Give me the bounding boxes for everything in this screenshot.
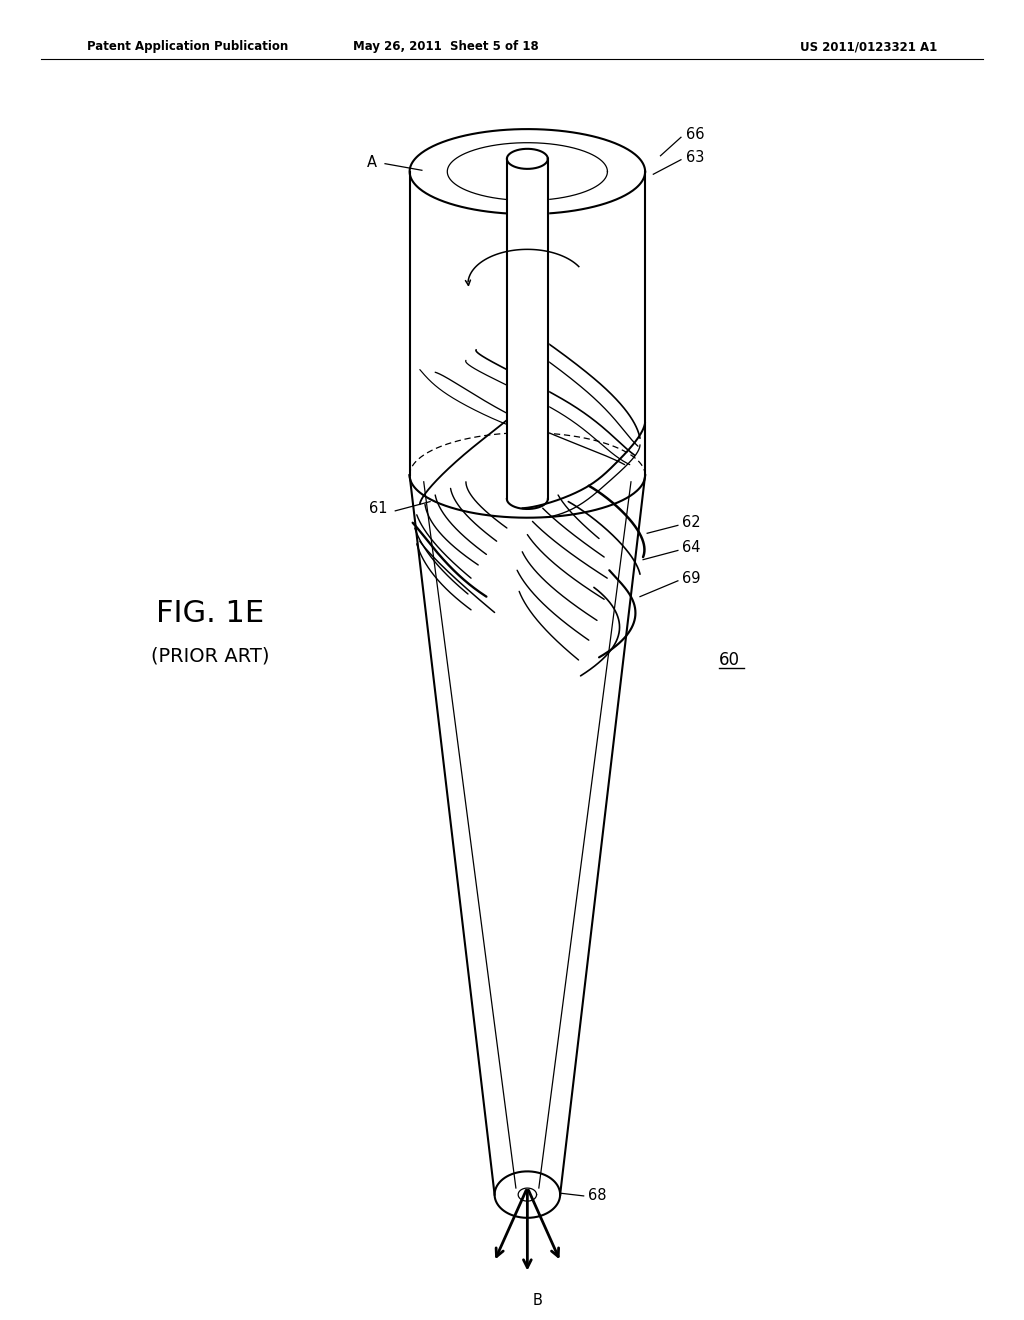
- Text: 60: 60: [719, 651, 740, 669]
- Text: 62: 62: [682, 515, 700, 531]
- Text: 69: 69: [682, 570, 700, 586]
- Text: Patent Application Publication: Patent Application Publication: [87, 41, 289, 53]
- Text: B: B: [532, 1292, 543, 1308]
- Text: A: A: [367, 154, 377, 170]
- Text: FIG. 1E: FIG. 1E: [156, 599, 264, 628]
- Text: May 26, 2011  Sheet 5 of 18: May 26, 2011 Sheet 5 of 18: [352, 41, 539, 53]
- Text: 61: 61: [369, 500, 387, 516]
- Text: (PRIOR ART): (PRIOR ART): [151, 647, 269, 665]
- Text: 68: 68: [588, 1188, 606, 1204]
- Text: 66: 66: [686, 127, 705, 143]
- Text: 64: 64: [682, 540, 700, 556]
- Text: 63: 63: [686, 149, 705, 165]
- Text: US 2011/0123321 A1: US 2011/0123321 A1: [800, 41, 937, 53]
- Polygon shape: [507, 158, 548, 499]
